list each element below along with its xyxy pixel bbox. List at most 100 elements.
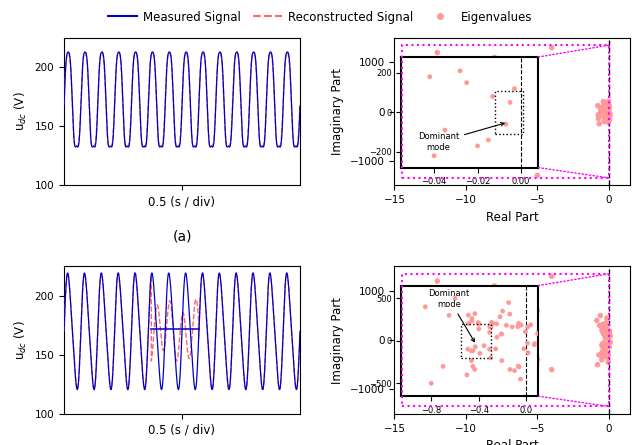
Point	[600, 341, 610, 348]
Y-axis label: u$_{dc}$ (V): u$_{dc}$ (V)	[13, 92, 29, 131]
Y-axis label: u$_{dc}$ (V): u$_{dc}$ (V)	[13, 320, 29, 360]
Point	[600, 335, 611, 342]
Point	[599, 100, 609, 107]
Point	[601, 332, 611, 340]
Point	[604, 115, 614, 122]
Bar	[401, 274, 609, 406]
Point	[547, 44, 557, 51]
Point	[601, 109, 611, 116]
Point	[597, 322, 607, 329]
Point	[595, 322, 605, 329]
Point	[598, 111, 608, 118]
Text: (a): (a)	[172, 230, 192, 243]
Point	[604, 344, 614, 351]
Point	[603, 328, 613, 336]
Point	[475, 73, 485, 81]
X-axis label: Real Part: Real Part	[486, 210, 539, 223]
Point	[532, 356, 543, 363]
Point	[593, 361, 603, 368]
Point	[593, 115, 604, 122]
Point	[432, 278, 442, 285]
Point	[596, 109, 606, 116]
Point	[600, 107, 610, 114]
Point	[593, 111, 604, 118]
Point	[600, 327, 610, 334]
Point	[604, 110, 614, 117]
Point	[518, 101, 528, 108]
Point	[504, 391, 514, 398]
Point	[532, 172, 543, 179]
Point	[603, 328, 613, 335]
Point	[597, 327, 607, 334]
Point	[597, 324, 607, 331]
Point	[595, 105, 605, 112]
Point	[604, 332, 614, 339]
Point	[490, 356, 500, 363]
Point	[603, 327, 613, 334]
Point	[604, 113, 614, 120]
Point	[593, 113, 604, 120]
Point	[597, 342, 607, 349]
Point	[598, 103, 609, 110]
Point	[598, 330, 609, 337]
Point	[596, 356, 607, 363]
Point	[490, 54, 500, 61]
Point	[601, 348, 611, 355]
Point	[598, 344, 609, 351]
Point	[600, 346, 610, 353]
Point	[475, 98, 485, 105]
Point	[598, 327, 609, 334]
Point	[597, 342, 607, 349]
Point	[518, 64, 528, 71]
Point	[593, 102, 603, 109]
Point	[594, 120, 604, 127]
Point	[600, 327, 611, 334]
Point	[605, 111, 615, 118]
Point	[598, 326, 608, 333]
Y-axis label: Imaginary Part: Imaginary Part	[332, 68, 344, 155]
Point	[605, 339, 615, 346]
Point	[602, 103, 612, 110]
Point	[602, 328, 612, 335]
Bar	[401, 45, 609, 178]
Point	[490, 283, 500, 290]
Point	[597, 351, 607, 358]
Point	[600, 328, 610, 336]
Point	[604, 105, 614, 113]
Point	[598, 98, 609, 105]
Point	[447, 138, 457, 145]
Point	[518, 322, 528, 329]
Point	[601, 320, 611, 327]
Point	[504, 351, 514, 358]
Point	[598, 353, 608, 360]
Point	[504, 118, 514, 125]
Point	[599, 340, 609, 347]
Point	[604, 111, 614, 118]
Point	[599, 118, 609, 125]
Point	[504, 162, 514, 169]
Point	[447, 366, 457, 373]
Point	[597, 104, 607, 111]
Point	[604, 99, 614, 106]
Point	[591, 317, 602, 324]
Point	[461, 376, 471, 383]
Point	[598, 340, 608, 347]
Point	[604, 116, 614, 123]
Point	[603, 359, 613, 366]
Point	[602, 321, 612, 328]
Point	[518, 292, 528, 299]
Point	[604, 101, 614, 108]
Point	[595, 312, 605, 319]
Point	[600, 341, 611, 348]
X-axis label: Real Part: Real Part	[486, 439, 539, 445]
Y-axis label: Imaginary Part: Imaginary Part	[332, 297, 344, 384]
Point	[597, 348, 607, 355]
Point	[601, 333, 611, 340]
Point	[475, 302, 485, 309]
Point	[602, 108, 612, 115]
Point	[597, 325, 607, 332]
Point	[598, 321, 608, 328]
Point	[605, 110, 615, 117]
Point	[604, 102, 614, 109]
Point	[605, 332, 616, 340]
